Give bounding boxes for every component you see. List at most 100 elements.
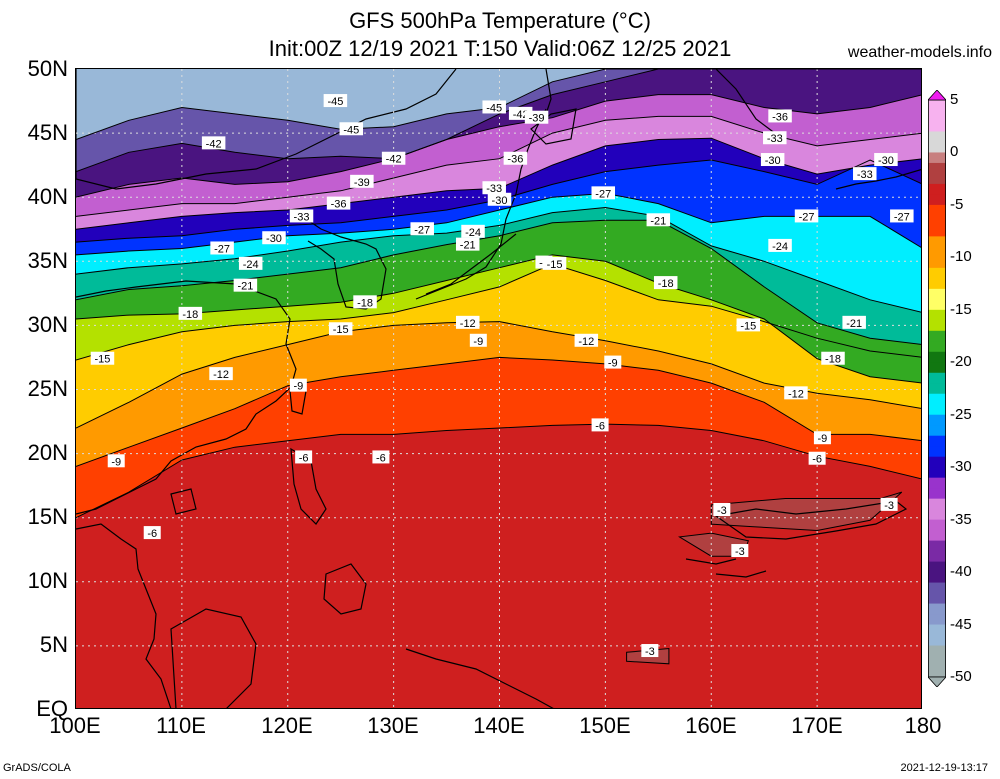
coastline-marshall — [714, 500, 908, 540]
contour-label-text: -15 — [95, 354, 111, 366]
isotherm-line — [76, 423, 921, 519]
coastline-luzon — [290, 447, 327, 525]
coastline-hainan — [170, 488, 197, 515]
colorbar — [927, 89, 947, 688]
colorbar-cell — [928, 582, 946, 594]
contour-label-text: -15 — [740, 320, 756, 332]
colorbar-label: -50 — [950, 668, 972, 685]
coastline-indochina — [76, 523, 172, 708]
contour-label-text: -21 — [237, 281, 253, 293]
contour-label: -36 — [326, 196, 351, 211]
contour-label-text: -45 — [486, 102, 502, 114]
contour-label-box — [574, 333, 599, 347]
contour-label-text: -9 — [818, 433, 828, 445]
colorbar-cell — [928, 414, 946, 426]
lon-label-150e: 150E — [579, 713, 631, 738]
colorbar-label: -10 — [950, 248, 972, 266]
contour-label-text: -33 — [486, 183, 502, 195]
colorbar-label: -5 — [950, 195, 964, 213]
colorbar-cell — [928, 404, 946, 416]
colorbar-cell — [928, 456, 946, 468]
contour-label-box — [233, 278, 258, 292]
colorbar-label: -15 — [950, 300, 972, 318]
lat-label-eq: EQ — [36, 696, 68, 721]
lon-label-110e: 110E — [156, 713, 206, 738]
lat-label-5n: 5N — [39, 632, 68, 657]
colorbar-cell — [928, 593, 946, 605]
coastline-china — [76, 280, 297, 515]
contour-label-box — [731, 544, 749, 558]
contour-label-box — [178, 306, 203, 320]
contour-label: -45 — [339, 122, 364, 136]
contour-label: -45 — [482, 100, 506, 114]
contour-label: -27 — [210, 241, 234, 255]
contour-label-text: -42 — [513, 109, 529, 121]
contour-label: -24 — [461, 224, 485, 239]
contour-label: -15 — [328, 322, 353, 336]
contour-label-box — [289, 378, 307, 392]
contour-label-text: -27 — [799, 211, 815, 223]
colorbar-label: -30 — [950, 458, 972, 476]
contour-label-box — [768, 238, 792, 252]
contour-label-box — [372, 450, 390, 464]
contour-label-box — [455, 237, 480, 251]
colorbar-cell — [928, 372, 946, 384]
contour-label-box — [542, 256, 567, 270]
contour-label-text: -9 — [608, 358, 618, 370]
contour-label: -33 — [763, 131, 787, 145]
contour-label-box — [339, 122, 364, 136]
contour-label-box — [646, 213, 671, 227]
contour-label-text: -24 — [465, 227, 481, 239]
contour-label-box — [410, 222, 434, 236]
colorbar-cell — [928, 236, 946, 248]
contour-label-box — [469, 333, 487, 347]
contour-label-box — [763, 131, 787, 145]
contour-label-text: -12 — [460, 318, 476, 330]
contour-label: -36 — [503, 151, 528, 166]
coastline-islands-small — [685, 558, 767, 578]
contour-label: -6 — [808, 451, 826, 466]
contour-label: -30 — [760, 153, 785, 167]
colorbar-cell — [928, 299, 946, 311]
contour-label: -12 — [784, 386, 808, 400]
contour-label: -18 — [821, 351, 845, 366]
colorbar-cell — [928, 225, 946, 237]
contour-label: -39 — [350, 174, 374, 189]
contour-label: -27 — [890, 209, 914, 223]
colorbar-cell — [928, 152, 946, 164]
contour-label: -6 — [143, 526, 161, 540]
contour-label: -3 — [641, 644, 659, 658]
colorbar-cell — [928, 645, 946, 657]
gridlines — [76, 69, 921, 708]
contour-label: -36 — [768, 109, 792, 123]
contour-label: -30 — [262, 231, 286, 245]
contour-label-text: -6 — [299, 452, 309, 464]
contour-label-box — [880, 497, 898, 511]
contour-label-box — [784, 386, 808, 400]
colorbar-cell — [928, 425, 946, 437]
contour-label-box — [295, 450, 313, 464]
contour-label-box — [487, 192, 512, 206]
contour-label-text: -12 — [578, 336, 594, 348]
coastline-newguinea — [405, 648, 554, 708]
colorbar-label: -20 — [950, 353, 972, 371]
contour-label-text: -24 — [243, 259, 259, 271]
contour-label: -18 — [178, 306, 203, 321]
contour-label-box — [604, 355, 622, 369]
colorbar-cell — [928, 530, 946, 542]
contour-label-box — [210, 241, 234, 255]
contour-label: -12 — [574, 333, 599, 348]
colorbar-cell — [928, 141, 946, 153]
colorbar-cell — [928, 614, 946, 626]
contour-label-text: -39 — [354, 177, 370, 189]
contour-label-box — [323, 94, 348, 108]
lon-label-170e: 170E — [791, 713, 843, 738]
contour-label: -18 — [653, 276, 678, 290]
isotherm-line — [76, 263, 921, 361]
contour-label-box — [201, 136, 226, 150]
contour-label: -39 — [524, 110, 549, 125]
coastline-borneo — [170, 608, 257, 708]
contour-label-text: -36 — [331, 199, 347, 211]
contour-label-text: -45 — [343, 124, 359, 136]
contour-label-box — [713, 503, 731, 517]
